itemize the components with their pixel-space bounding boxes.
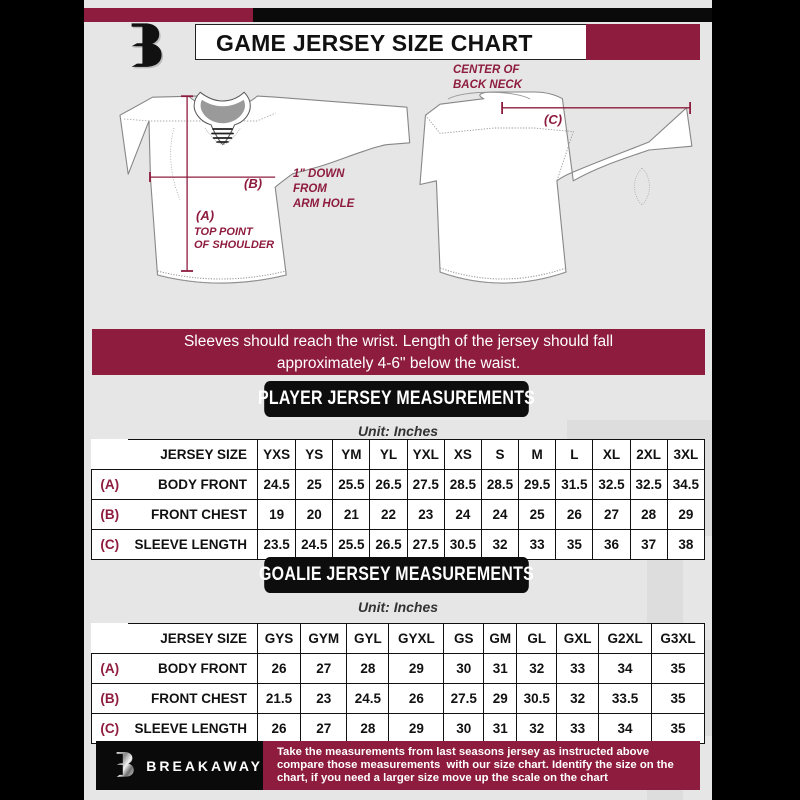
svg-text:(B): (B) [244,176,262,191]
svg-text:OF SHOULDER: OF SHOULDER [194,239,274,251]
svg-text:TOP POINT: TOP POINT [194,226,254,238]
svg-text:1" DOWN: 1" DOWN [293,168,345,180]
svg-text:CENTER OF: CENTER OF [453,64,520,76]
svg-text:BACK NECK: BACK NECK [453,79,523,91]
svg-text:FROM: FROM [293,183,327,195]
svg-text:(C): (C) [544,112,562,127]
svg-text:(A): (A) [196,208,214,223]
svg-text:ARM HOLE: ARM HOLE [292,198,355,210]
